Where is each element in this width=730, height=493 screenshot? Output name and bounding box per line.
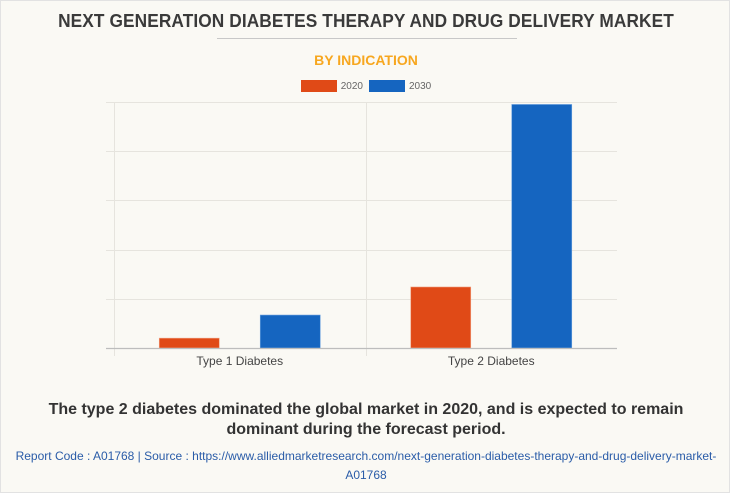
x-tick-label-1: Type 2 Diabetes xyxy=(448,354,535,368)
legend-item-2020[interactable]: 2020 xyxy=(300,80,363,92)
source-line-2[interactable]: A01768 xyxy=(345,468,387,482)
bar-type-2-diabetes-2030[interactable] xyxy=(511,104,573,349)
chart-subtitle: BY INDICATION xyxy=(314,52,418,68)
legend: 2020 2030 xyxy=(1,80,729,92)
bar-type-1-diabetes-2020[interactable] xyxy=(158,337,220,349)
legend-swatch-2020 xyxy=(300,80,337,92)
bar-type-1-diabetes-2030[interactable] xyxy=(259,314,321,349)
chart-caption: The type 2 diabetes dominated the global… xyxy=(48,401,684,438)
legend-label-2020: 2020 xyxy=(340,80,363,92)
legend-label-2030: 2030 xyxy=(409,80,432,92)
title-divider xyxy=(217,38,517,39)
legend-item-2030[interactable]: 2030 xyxy=(369,80,431,92)
source-line-1[interactable]: Report Code : A01768 | Source : https://… xyxy=(15,449,717,463)
legend-swatch-2030 xyxy=(369,80,405,92)
source-citation[interactable]: Report Code : A01768 | Source : https://… xyxy=(6,447,726,485)
bar-type-2-diabetes-2020[interactable] xyxy=(410,286,472,349)
chart-title: NEXT GENERATION DIABETES THERAPY AND DRU… xyxy=(58,11,674,31)
x-tick-label-0: Type 1 Diabetes xyxy=(196,354,283,368)
